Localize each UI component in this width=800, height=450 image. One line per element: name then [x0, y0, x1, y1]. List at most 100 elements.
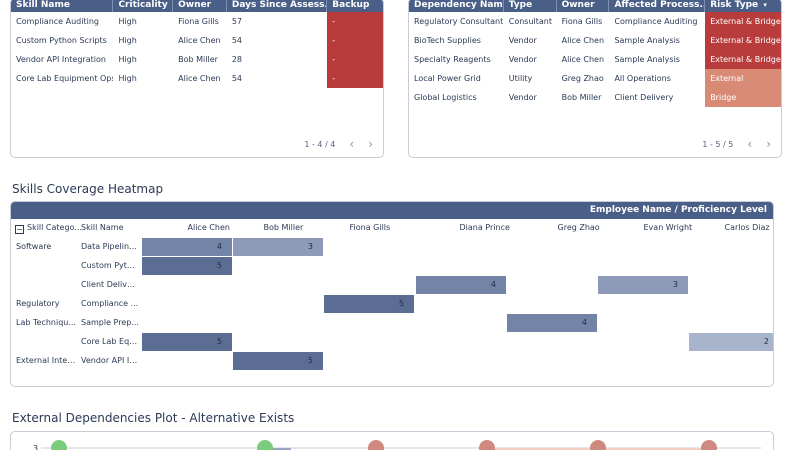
skill-name-cell: Vendor API Integration	[16, 55, 106, 64]
skill-name-label: Custom Pyth...	[81, 261, 139, 270]
dependency-name-cell: Global Logistics	[414, 93, 477, 102]
col-type[interactable]: Type	[504, 0, 557, 12]
type-cell: Utility	[508, 74, 533, 83]
type-cell: Consultant	[508, 17, 552, 26]
employee-column-header[interactable]: Alice Chen	[187, 223, 230, 232]
heatmap-cell[interactable]: 4	[142, 238, 232, 256]
plot-title: External Dependencies Plot - Alternative…	[12, 411, 295, 425]
employee-column-header[interactable]: Greg Zhao	[557, 223, 600, 232]
table-row[interactable]: Vendor API Integration High Bob Miller 28 -	[11, 50, 383, 69]
col-owner[interactable]: Owner	[173, 0, 227, 12]
heatmap-cell[interactable]: 5	[324, 295, 414, 313]
collapse-icon[interactable]: −	[15, 225, 24, 234]
owner-cell: Alice Chen	[561, 36, 605, 45]
type-cell: Vendor	[508, 36, 537, 45]
prev-page-icon[interactable]: ‹	[349, 137, 355, 151]
risk-type-cell: External	[705, 69, 781, 88]
skill-name-label: Core Lab Equ...	[81, 337, 139, 346]
col-skill-name[interactable]: Skill Name	[11, 0, 114, 12]
table-row[interactable]: Regulatory Consultant Consultant Fiona Gil…	[409, 12, 781, 31]
owner-cell: Bob Miller	[178, 55, 218, 64]
dependencies-table: Dependency Name Type Owner Affected Proc…	[408, 0, 782, 158]
skill-name-label: Sample Prep...	[81, 318, 139, 327]
plot-point[interactable]	[51, 440, 67, 450]
skill-name-label: Vendor API In...	[81, 356, 139, 365]
skill-category-label: Regulatory	[16, 299, 60, 308]
table-row[interactable]: Local Power Grid Utility Greg Zhao All Oper…	[409, 69, 781, 88]
skill-category-label: Software	[16, 242, 52, 251]
backup-cell: -	[327, 69, 383, 88]
risk-type-cell: Bridge	[705, 88, 781, 107]
employee-column-header[interactable]: Fiona Gills	[349, 223, 391, 232]
table-row[interactable]: Global Logistics Vendor Bob Miller Client D…	[409, 88, 781, 107]
row-header-category[interactable]: Skill Catego...	[27, 223, 81, 232]
heatmap-cell[interactable]: 3	[233, 238, 323, 256]
type-cell: Vendor	[508, 55, 537, 64]
process-cell: Sample Analysis	[614, 55, 680, 64]
sort-desc-icon[interactable]: ▾	[763, 1, 767, 9]
process-cell: Sample Analysis	[614, 36, 680, 45]
range-bar	[265, 448, 291, 450]
owner-cell: Greg Zhao	[561, 74, 604, 83]
col-days-since[interactable]: Days Since Assess...	[227, 0, 328, 12]
col-affected-process[interactable]: Affected Process...	[609, 0, 706, 12]
deps-pager: 1 - 5 / 5 ‹ ›	[702, 137, 771, 151]
days-cell: 57	[231, 17, 243, 26]
days-cell: 28	[231, 55, 243, 64]
skill-category-label: Lab Techniqu...	[16, 318, 76, 327]
prev-page-icon[interactable]: ‹	[747, 137, 753, 151]
skills-heatmap: Employee Name / Proficiency Level − Skil…	[10, 201, 774, 387]
skill-category-label: External Inter...	[16, 356, 76, 365]
plot-point[interactable]	[479, 440, 495, 450]
skill-name-label: Data Pipeline...	[81, 242, 139, 251]
owner-cell: Bob Miller	[561, 93, 602, 102]
heatmap-cell[interactable]: 2	[689, 333, 773, 351]
table-row[interactable]: Compliance Auditing High Fiona Gills 57 -	[11, 12, 383, 31]
table-row[interactable]: Core Lab Equipment Ops High Alice Chen 54 -	[11, 69, 383, 88]
risk-type-label: Risk Type	[710, 0, 759, 10]
plot-point[interactable]	[257, 440, 273, 450]
heatmap-cell[interactable]: 3	[598, 276, 688, 294]
table-row[interactable]: Specialty Reagents Vendor Alice Chen Sample…	[409, 50, 781, 69]
dependency-name-cell: Regulatory Consultant	[414, 17, 504, 26]
process-cell: Client Delivery	[614, 93, 674, 102]
deps-pager-text: 1 - 5 / 5	[702, 139, 734, 149]
col-backup[interactable]: Backup	[332, 0, 370, 10]
dependency-name-cell: Local Power Grid	[414, 74, 481, 83]
external-dependencies-plot: 3	[10, 431, 774, 450]
skills-table-header: Skill Name Criticality Owner Days Since …	[11, 0, 383, 12]
table-row[interactable]: BioTech Supplies Vendor Alice Chen Sample A…	[409, 31, 781, 50]
heatmap-cell[interactable]: 5	[233, 352, 323, 370]
owner-cell: Alice Chen	[178, 36, 221, 45]
heatmap-cell[interactable]: 5	[142, 257, 232, 275]
type-cell: Vendor	[508, 93, 537, 102]
heatmap-cell[interactable]: 5	[142, 333, 232, 351]
row-header-skill[interactable]: Skill Name	[81, 223, 124, 232]
plot-point[interactable]	[590, 440, 606, 450]
col-criticality[interactable]: Criticality	[113, 0, 174, 12]
dependencies-table-body: Regulatory Consultant Consultant Fiona Gil…	[409, 12, 781, 107]
next-page-icon[interactable]: ›	[766, 137, 771, 151]
plot-canvas: 3	[33, 440, 761, 450]
process-cell: Compliance Auditing	[614, 17, 698, 26]
next-page-icon[interactable]: ›	[368, 137, 373, 151]
owner-cell: Fiona Gills	[561, 17, 603, 26]
col-risk-type[interactable]: Risk Type ▾	[705, 0, 781, 12]
skill-name-label: Client Deliver...	[81, 280, 139, 289]
employee-column-header[interactable]: Evan Wright	[643, 223, 693, 232]
dependency-name-cell: Specialty Reagents	[414, 55, 491, 64]
plot-point[interactable]	[701, 440, 717, 450]
criticality-cell: High	[118, 55, 137, 64]
employee-column-header[interactable]: Diana Prince	[459, 223, 510, 232]
skills-pager-text: 1 - 4 / 4	[304, 139, 336, 149]
days-cell: 54	[231, 36, 243, 45]
col-dep-owner[interactable]: Owner	[557, 0, 610, 12]
employee-column-header[interactable]: Carlos Diaz	[724, 223, 770, 232]
criticality-cell: High	[118, 17, 137, 26]
heatmap-cell[interactable]: 4	[416, 276, 506, 294]
employee-column-header[interactable]: Bob Miller	[263, 223, 304, 232]
table-row[interactable]: Custom Python Scripts High Alice Chen 54 -	[11, 31, 383, 50]
plot-point[interactable]	[368, 440, 384, 450]
heatmap-cell[interactable]: 4	[507, 314, 597, 332]
col-dependency-name[interactable]: Dependency Name	[409, 0, 504, 12]
